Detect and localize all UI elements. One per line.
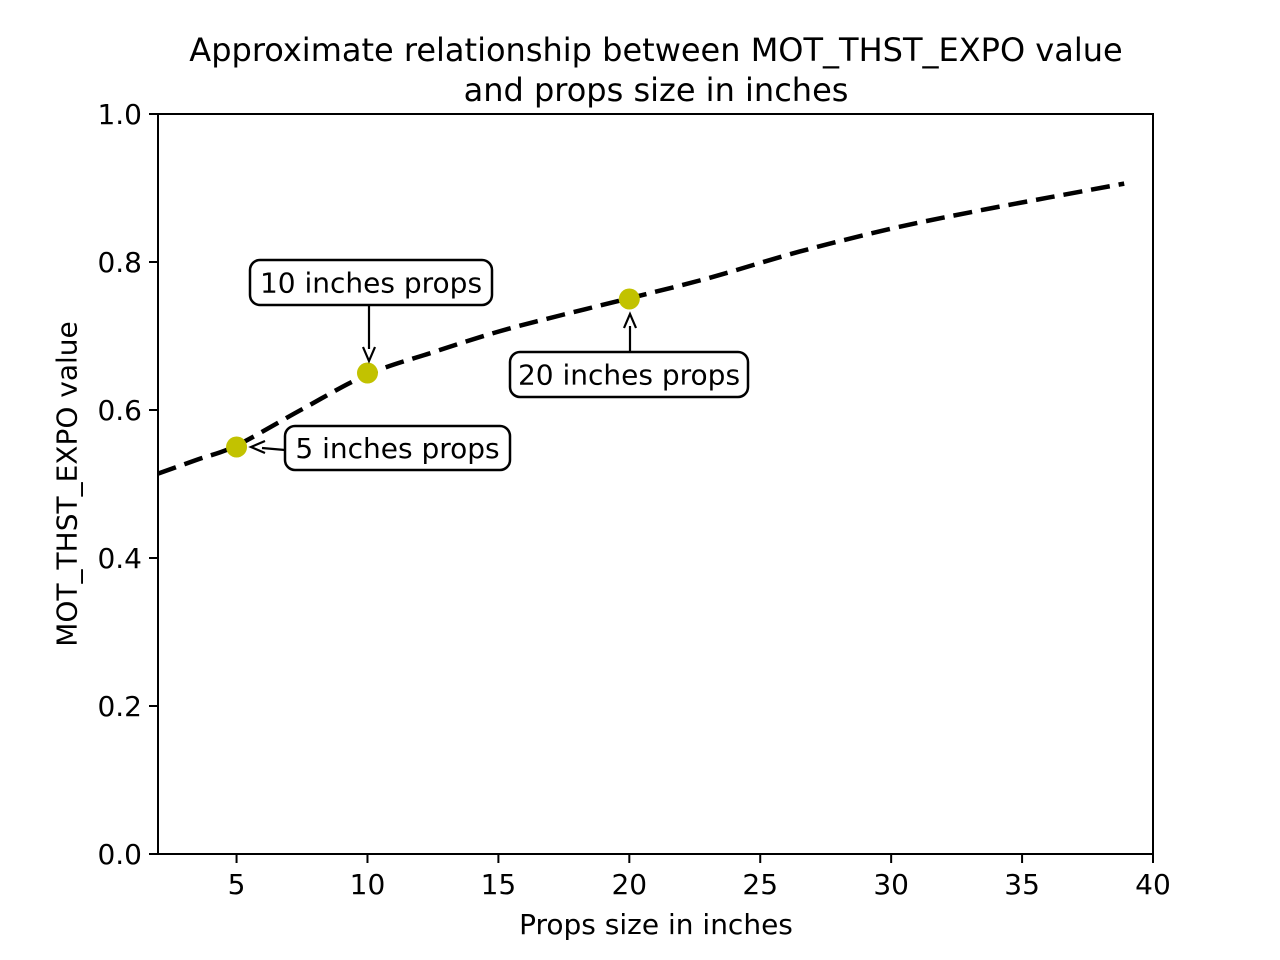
- data-point-marker: [356, 362, 378, 384]
- annotation-label: 20 inches props: [518, 359, 740, 392]
- annotation-box: [283, 424, 512, 472]
- annotation-10-inches-props: 10 inches props: [248, 258, 494, 364]
- annotation-label: 10 inches props: [260, 267, 482, 300]
- x-tick-label: 10: [350, 868, 386, 901]
- chart-title-line-2: and props size in inches: [463, 71, 849, 109]
- x-tick-label: 15: [481, 868, 517, 901]
- annotation-20-inches-props: 20 inches props: [508, 311, 750, 399]
- annotation-box: [508, 350, 750, 399]
- y-tick-label: 0.4: [97, 542, 142, 575]
- y-tick-label: 1.0: [97, 98, 142, 131]
- x-tick-label: 5: [228, 868, 246, 901]
- annotation-5-inches-props: 5 inches props: [248, 424, 512, 472]
- y-axis-label: MOT_THST_EXPO value: [50, 321, 84, 647]
- annotation-arrow-head: [622, 311, 638, 329]
- x-tick-label: 25: [742, 868, 778, 901]
- annotation-arrow-head: [361, 346, 377, 364]
- annotation-arrow-head: [248, 439, 266, 455]
- x-tick-label: 20: [611, 868, 647, 901]
- approximate-curve-line: [157, 181, 1125, 476]
- x-tick-label: 35: [1004, 868, 1040, 901]
- y-tick-label: 0.2: [97, 690, 142, 723]
- chart-title-line-1: Approximate relationship between MOT_THS…: [189, 31, 1123, 69]
- x-axis-label: Props size in inches: [519, 908, 793, 941]
- x-tick-label: 40: [1135, 868, 1171, 901]
- x-tick-label: 30: [873, 868, 909, 901]
- y-tick-label: 0.6: [97, 394, 142, 427]
- y-tick-label: 0.8: [97, 246, 142, 279]
- data-point-marker: [226, 436, 248, 458]
- y-tick-label: 0.0: [97, 838, 142, 871]
- annotation-label: 5 inches props: [295, 432, 499, 465]
- annotation-arrow-shaft: [261, 446, 286, 452]
- data-point-marker: [618, 288, 640, 310]
- axes-spines: [157, 113, 1154, 855]
- annotation-box: [248, 258, 494, 307]
